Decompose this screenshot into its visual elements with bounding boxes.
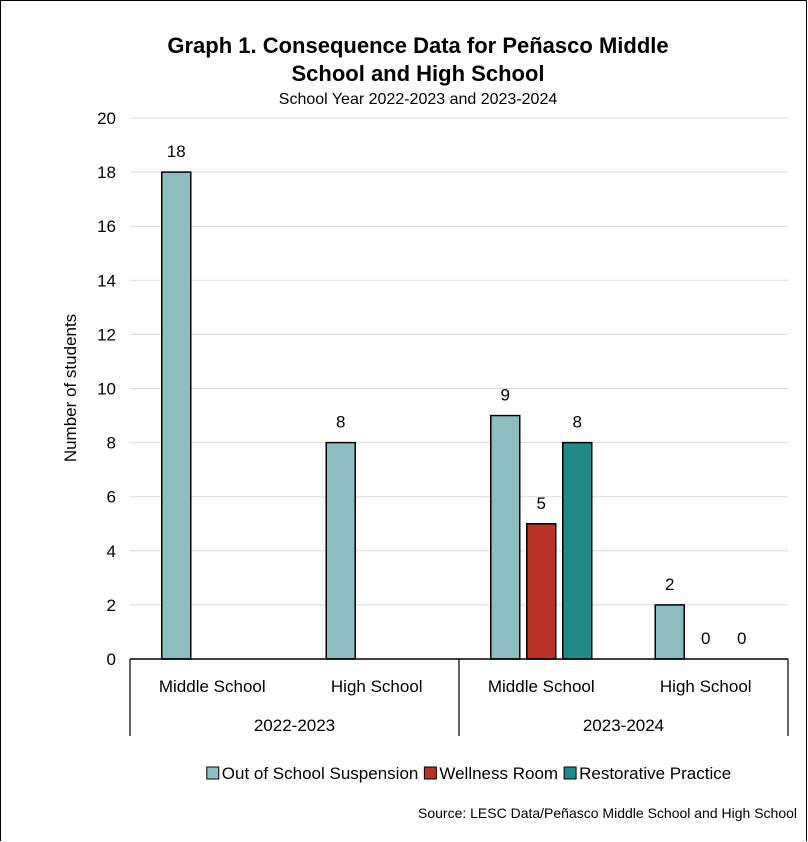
y-tick-label: 8: [107, 434, 116, 453]
x-category-label: High School: [660, 677, 752, 696]
bar: [562, 441, 593, 660]
data-labels: 18 8 9 5 8 2 0 0: [167, 142, 747, 648]
y-tick-label: 20: [97, 109, 116, 128]
data-label: 8: [336, 413, 345, 432]
y-tick-label: 16: [97, 217, 116, 236]
y-tick-label: 4: [107, 542, 116, 561]
y-tick-label: 18: [97, 163, 116, 182]
legend-swatch: [423, 766, 437, 780]
bar: [654, 604, 685, 660]
x-group-label: 2023-2024: [583, 716, 664, 735]
data-label: 18: [167, 142, 186, 161]
y-tick-label: 2: [107, 596, 116, 615]
chart-subtitle: School Year 2022-2023 and 2023-2024: [279, 91, 558, 108]
y-tick-label: 12: [97, 325, 116, 344]
bars: [161, 171, 685, 660]
x-category-label: Middle School: [159, 677, 266, 696]
data-label: 0: [701, 629, 710, 648]
x-group-label: 2022-2023: [254, 716, 335, 735]
legend-swatch: [206, 766, 220, 780]
legend-label: Restorative Practice: [579, 764, 731, 783]
y-axis-ticks: 0 2 4 6 8 10 12 14 16 18 20: [97, 109, 116, 669]
bar: [161, 171, 192, 660]
y-axis-label: Number of students: [61, 314, 80, 462]
data-label: 9: [501, 386, 510, 405]
x-category-label: High School: [331, 677, 423, 696]
legend-swatch: [563, 766, 577, 780]
x-category-label: Middle School: [488, 677, 595, 696]
chart-title-line1: Graph 1. Consequence Data for Peñasco Mi…: [167, 33, 668, 58]
data-label: 5: [537, 494, 546, 513]
bar: [325, 441, 356, 660]
data-label: 2: [665, 575, 674, 594]
legend-label: Wellness Room: [439, 764, 558, 783]
legend-label: Out of School Suspension: [222, 764, 419, 783]
gridlines: [130, 117, 788, 606]
y-tick-label: 6: [107, 488, 116, 507]
legend: Out of School Suspension Wellness Room Res…: [206, 764, 731, 783]
data-label: 8: [573, 413, 582, 432]
bar: [526, 523, 557, 660]
data-label: 0: [737, 629, 746, 648]
y-tick-label: 10: [97, 380, 116, 399]
y-tick-label: 0: [107, 650, 116, 669]
chart-title-line2: School and High School: [292, 61, 545, 86]
x-axis: Middle School High School Middle School Hig…: [129, 658, 789, 736]
y-tick-label: 14: [97, 271, 116, 290]
source-note: Source: LESC Data/Peñasco Middle School …: [418, 805, 797, 821]
bar: [490, 414, 521, 660]
